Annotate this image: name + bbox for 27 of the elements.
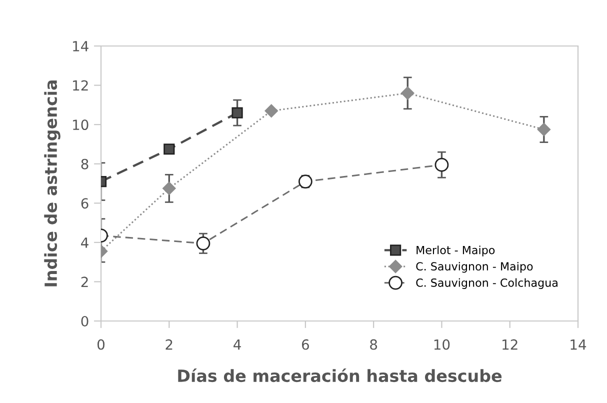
point — [164, 144, 175, 155]
x-tick-label: 14 — [570, 339, 586, 350]
y-tick-label: 8 — [81, 158, 88, 170]
legend-label: C. Sauvignon - Maipo — [416, 262, 533, 273]
y-tick-label: 2 — [81, 276, 88, 287]
x-tick-label: 8 — [370, 339, 378, 350]
x-axis-title: Días de maceración hasta descube — [178, 368, 502, 382]
point — [401, 86, 414, 100]
x-tick-label: 2 — [166, 339, 172, 350]
x-tick-label: 4 — [234, 339, 241, 350]
x-tick-label: 12 — [502, 339, 518, 350]
y-tick-label: 14 — [73, 41, 88, 52]
y-tick-label: 12 — [73, 80, 88, 91]
legend-label: Merlot - Maipo — [416, 246, 495, 256]
y-tick-label: 4 — [81, 238, 88, 248]
x-tick-label: 6 — [302, 339, 309, 350]
legend-label: C. Sauvignon - Colchagua — [416, 278, 558, 289]
x-tick-label: 0 — [97, 339, 104, 350]
y-axis-title: Indice de astringencia — [44, 80, 60, 286]
y-tick-label: 0 — [81, 316, 88, 326]
point — [264, 104, 278, 118]
y-tick-label: 6 — [81, 198, 88, 209]
point — [232, 107, 243, 118]
y-tick-label: 10 — [73, 120, 88, 130]
point — [162, 182, 176, 195]
x-tick-label: 10 — [434, 339, 450, 350]
point — [537, 122, 551, 136]
